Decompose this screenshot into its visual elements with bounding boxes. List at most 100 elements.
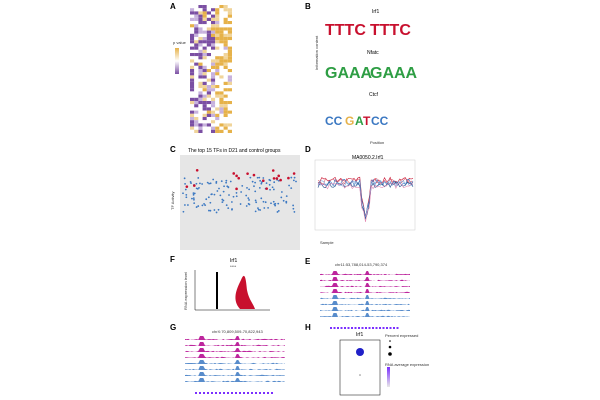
heatmap-cell <box>215 33 220 37</box>
heatmap-cell <box>198 62 203 66</box>
heatmap-cell <box>194 85 199 89</box>
scatter-point <box>245 194 248 197</box>
scatter-point <box>270 202 272 205</box>
scatter-point <box>193 202 196 205</box>
heatmap-cell <box>211 40 216 44</box>
heatmap-cell <box>202 78 207 82</box>
gene-marker <box>259 392 261 394</box>
gene-marker <box>207 392 209 394</box>
scatter-point <box>272 188 275 191</box>
heatmap-cell <box>206 21 211 25</box>
heatmap-cell <box>215 11 220 15</box>
heatmap-cell <box>198 5 203 9</box>
profile-line <box>317 182 414 222</box>
scatter-point-highlight <box>292 172 296 175</box>
heatmap-cell <box>198 27 203 31</box>
heatmap-cell <box>202 43 207 47</box>
heatmap-cell <box>215 113 220 117</box>
heatmap-cell <box>211 49 216 53</box>
heatmap-cell <box>211 129 216 133</box>
heatmap-cell <box>202 75 207 79</box>
heatmap-cell <box>202 49 207 53</box>
heatmap-cell <box>227 75 232 79</box>
scatter-point <box>262 200 265 203</box>
scatter-point <box>215 182 218 184</box>
heatmap-cell <box>211 72 216 76</box>
gene-marker <box>361 327 364 329</box>
scatter-point <box>209 201 212 204</box>
heatmap-cell <box>190 110 195 114</box>
heatmap-cell <box>215 53 220 57</box>
scatter-point <box>225 179 228 182</box>
heatmap-cell <box>198 97 203 101</box>
scatter-point <box>254 190 257 193</box>
heatmap-cell <box>190 11 195 15</box>
tracks-e-locus: chr11:53,788,014-53,790,374 <box>335 262 388 267</box>
violin-title: Irf1 <box>230 258 238 264</box>
scatter-point <box>203 203 205 205</box>
heatmap-cell <box>219 43 224 47</box>
heatmap-cell <box>219 53 224 57</box>
scatter-point <box>204 204 207 207</box>
heatmap-cell <box>223 88 228 92</box>
gene-marker <box>372 327 374 329</box>
heatmap-cell <box>215 8 220 12</box>
heatmap-cell <box>206 88 211 92</box>
heatmap-cell <box>202 5 207 9</box>
heatmap-cell <box>202 110 207 114</box>
heatmap-cell <box>206 113 211 117</box>
heatmap-cell <box>202 91 207 95</box>
heatmap-cell <box>223 81 228 85</box>
heatmap-cell <box>194 14 199 18</box>
heatmap-cell <box>194 129 199 133</box>
gene-marker <box>396 327 399 329</box>
heatmap-cell <box>223 43 228 47</box>
heatmap-cell <box>219 69 224 73</box>
scatter-point <box>280 191 283 193</box>
heatmap-cell <box>211 94 216 98</box>
heatmap-cell <box>223 49 228 53</box>
heatmap-cell <box>194 5 199 9</box>
heatmap-cell <box>215 126 220 130</box>
heatmap-cell <box>194 97 199 101</box>
heatmap-cell <box>198 43 203 47</box>
gene-marker <box>235 392 237 394</box>
heatmap-cell <box>219 81 224 85</box>
heatmap-cell <box>194 30 199 34</box>
heatmap-cell <box>227 46 232 50</box>
scatter-point <box>225 181 228 184</box>
gene-marker <box>243 392 245 394</box>
heatmap-cell <box>211 110 216 114</box>
heatmap-cell <box>206 97 211 101</box>
heatmap-cell <box>198 40 203 44</box>
heatmap-cell <box>190 72 195 76</box>
heatmap-cell <box>202 72 207 76</box>
scatter-point <box>246 186 248 189</box>
heatmap-cell <box>219 5 224 9</box>
heatmap-cell <box>215 17 220 21</box>
heatmap-cell <box>190 113 195 117</box>
heatmap-cell <box>211 78 216 82</box>
heatmap-cell <box>227 120 232 124</box>
scatter-point <box>232 195 235 198</box>
heatmap-cell <box>211 120 216 124</box>
scatter-point <box>192 192 195 195</box>
heatmap-cell <box>206 123 211 127</box>
heatmap-cell <box>198 21 203 25</box>
scatter-point <box>285 195 288 197</box>
heatmap-cell <box>223 126 228 130</box>
gene-marker <box>215 392 217 394</box>
heatmap-cell <box>206 56 211 60</box>
heatmap-cell <box>206 14 211 18</box>
heatmap-cell <box>202 65 207 69</box>
heatmap-cell <box>202 11 207 15</box>
heatmap-cell <box>211 62 216 66</box>
heatmap-cell <box>211 81 216 85</box>
heatmap-cell <box>190 104 195 108</box>
heatmap-cell <box>219 107 224 111</box>
scatter-point <box>258 176 261 179</box>
